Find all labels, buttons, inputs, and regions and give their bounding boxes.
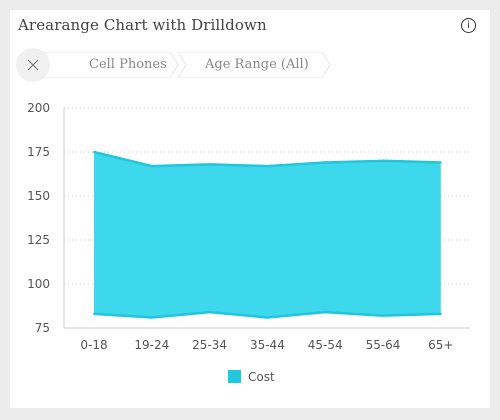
legend-label-cost: Cost — [248, 370, 275, 384]
low-point — [324, 311, 326, 313]
x-axis: 0-18 19-24 25-34 35-44 45-54 55-64 65+ — [80, 338, 453, 352]
chart-plot: 75 100 125 150 175 200 0-18 19-24 25-34 35-44 45-… — [10, 10, 490, 408]
x-tick-label: 19-24 — [134, 338, 169, 352]
low-point — [93, 313, 95, 315]
high-point — [209, 163, 211, 165]
y-axis: 75 100 125 150 175 200 — [27, 101, 50, 335]
low-point — [440, 313, 442, 315]
high-point — [266, 165, 268, 167]
x-tick-label: 35-44 — [250, 338, 285, 352]
legend-swatch-cost — [228, 370, 241, 383]
high-point — [151, 165, 153, 167]
series-cost — [93, 151, 442, 318]
low-point — [151, 316, 153, 318]
y-tick-label: 200 — [27, 101, 50, 115]
x-tick-label: 65+ — [428, 338, 453, 352]
x-tick-label: 45-54 — [308, 338, 343, 352]
legend[interactable]: Cost — [228, 370, 275, 384]
high-point — [93, 151, 95, 153]
high-point — [382, 160, 384, 162]
x-tick-label: 55-64 — [366, 338, 401, 352]
close-drilldown-button[interactable] — [16, 48, 50, 82]
close-icon — [27, 59, 39, 71]
low-point — [382, 315, 384, 317]
range-area — [94, 152, 441, 317]
high-point — [324, 162, 326, 164]
y-tick-label: 75 — [35, 321, 50, 335]
low-point — [209, 311, 211, 313]
x-tick-label: 0-18 — [80, 338, 107, 352]
y-tick-label: 100 — [27, 277, 50, 291]
chart-card: Arearange Chart with Drilldown i Cell Ph… — [10, 10, 490, 408]
low-point — [266, 316, 268, 318]
high-point — [440, 162, 442, 164]
y-tick-label: 150 — [27, 189, 50, 203]
x-tick-label: 25-34 — [192, 338, 227, 352]
y-tick-label: 175 — [27, 145, 50, 159]
y-tick-label: 125 — [27, 233, 50, 247]
